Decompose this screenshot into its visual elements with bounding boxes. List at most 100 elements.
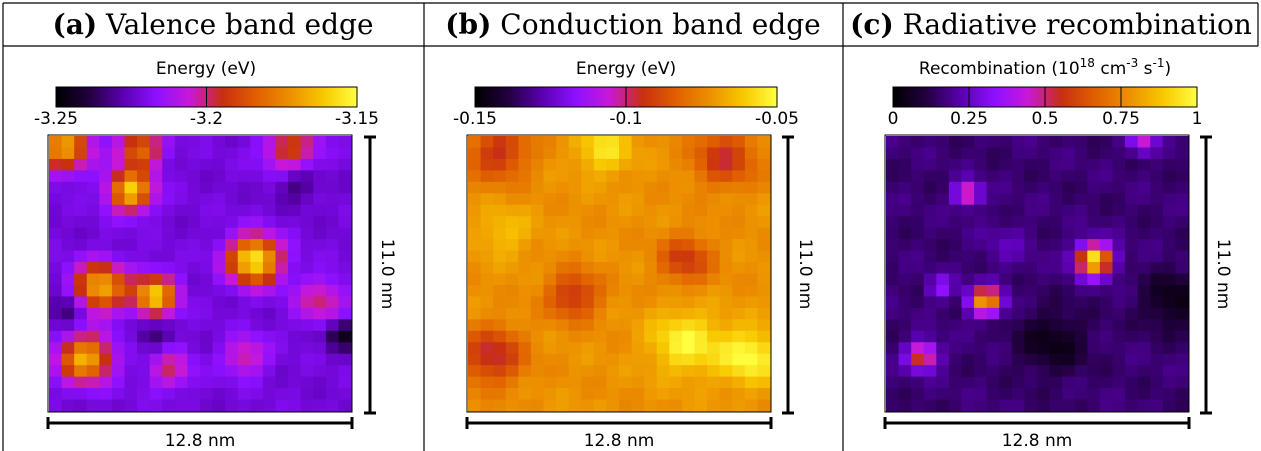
heatmap-cell [518,399,532,412]
heatmap-cell [1011,330,1026,343]
heatmap-cell [493,204,507,217]
heatmap-cell [99,319,113,332]
heatmap-cell [325,136,340,149]
heatmap-cell [505,262,519,275]
heatmap-cell [86,353,100,366]
heatmap-cell [1150,239,1164,252]
heatmap-cell [137,250,151,263]
heatmap-cell [61,239,75,252]
heatmap-cell [631,365,645,378]
heatmap-cell [974,296,988,309]
heatmap-cell [313,170,327,183]
heatmap-cell [1087,227,1101,240]
heatmap-cell [200,193,214,206]
heatmap-cell [681,342,696,355]
heatmap-cell [644,204,658,217]
heatmap-cell [225,273,239,286]
heatmap-cell [518,136,532,149]
heatmap-cell [250,307,264,320]
heatmap-cell [644,376,658,389]
heatmap-cell [1175,147,1189,160]
heatmap-cell [669,284,683,298]
heatmap-cell [986,262,1000,275]
heatmap-cell [556,376,570,389]
heatmap-cell [338,136,352,149]
heatmap-cell [1112,376,1126,389]
heatmap-cell [187,353,201,366]
heatmap-cell [556,250,570,263]
heatmap-cell [480,227,494,240]
heatmap-cell [1049,307,1063,320]
heatmap-cell [480,262,494,275]
heatmap-cell [137,239,151,252]
heatmap-cell [568,284,582,298]
heatmap-cell [593,273,608,286]
heatmap-cell [1150,399,1164,412]
heatmap-cell [543,204,557,217]
heatmap-cell [911,136,925,149]
heatmap-cell [923,158,937,171]
heatmap-cell [694,273,708,286]
heatmap-cell [468,136,482,149]
heatmap-cell [174,181,189,194]
heatmap-cell [757,170,771,183]
heatmap-cell [1087,193,1101,206]
heatmap-cell [250,204,264,217]
heatmap-cell [898,353,912,366]
heatmap-cell [669,204,683,217]
heatmap-cell [694,365,708,378]
heatmap-cell [250,319,264,332]
heatmap-cell [275,342,289,355]
heatmap-cell [644,296,658,309]
heatmap-cell [149,181,163,194]
heatmap-cell [593,365,608,378]
heatmap-cell [493,170,507,183]
colorbar-tick-label: -0.15 [453,109,497,129]
heatmap-cell [948,365,963,378]
heatmap-cell [974,262,988,275]
heatmap-cell [543,147,557,160]
heatmap-cell [325,307,340,320]
heatmap-cell [886,216,900,229]
heatmap-cell [1125,399,1139,412]
heatmap-cell [619,273,633,286]
heatmap-cell [149,227,163,240]
heatmap-cell [493,365,507,378]
heatmap-cell [1125,365,1139,378]
heatmap-cell [1112,262,1126,275]
heatmap-cell [644,342,658,355]
heatmap-cell [61,296,75,309]
heatmap-cell [1162,388,1177,401]
heatmap-cell [468,250,482,263]
heatmap-cell [1049,239,1063,252]
heatmap-cell [961,239,975,252]
heatmap-cell [948,262,963,275]
heatmap-cell [137,330,151,343]
heatmap-cell [174,170,189,183]
heatmap-cell [530,227,545,240]
heatmap-cell [1049,330,1063,343]
heatmap-cell [1087,307,1101,320]
heatmap-cell [86,170,100,183]
heatmap-cell [288,342,302,355]
heatmap-cell [187,296,201,309]
heatmap-cell [694,388,708,401]
heatmap-cell [999,399,1013,412]
heatmap-cell [948,342,963,355]
heatmap-cell [1125,353,1139,366]
heatmap-cell [313,365,327,378]
heatmap-cell [543,353,557,366]
heatmap-cell [99,284,113,298]
heatmap-cell [1137,170,1151,183]
heatmap-cell [593,307,608,320]
panel-b-y-extent-label: 11.0 nm [795,239,815,310]
heatmap-cell [1074,193,1088,206]
heatmap-cell [149,136,163,149]
heatmap-cell [61,216,75,229]
heatmap-cell [225,388,239,401]
heatmap-cell [49,193,63,206]
heatmap-cell [694,147,708,160]
heatmap-cell [732,330,746,343]
heatmap-cell [923,136,937,149]
heatmap-cell [681,365,696,378]
